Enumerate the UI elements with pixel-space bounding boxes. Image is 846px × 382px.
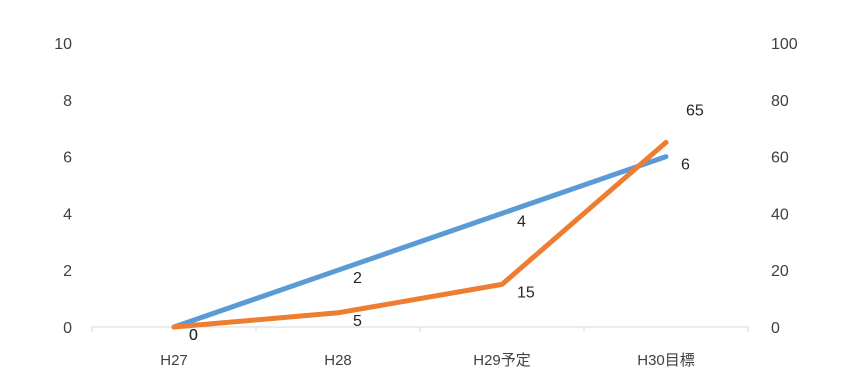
x-tick-label: H29予定 xyxy=(473,352,531,369)
x-tick-label: H30目標 xyxy=(637,352,695,369)
data-label: 65 xyxy=(686,102,704,119)
y-left-tick-label: 2 xyxy=(63,263,72,280)
y-right-tick-label: 60 xyxy=(771,150,789,167)
y-left-tick-label: 10 xyxy=(54,36,72,53)
series-line-1 xyxy=(171,154,669,330)
data-label: 4 xyxy=(517,213,526,230)
data-label: 5 xyxy=(353,313,362,330)
y-right-tick-label: 0 xyxy=(771,320,780,337)
data-label: 15 xyxy=(517,284,535,301)
data-label: 0 xyxy=(189,327,198,344)
y-right-tick-label: 20 xyxy=(771,263,789,280)
x-tick-label: H27 xyxy=(160,352,188,369)
data-label: 0 xyxy=(189,327,198,344)
data-label: 2 xyxy=(353,270,362,287)
y-left-tick-label: 8 xyxy=(63,93,72,110)
y-left-tick-label: 4 xyxy=(63,206,72,223)
y-left-tick-label: 6 xyxy=(63,150,72,167)
series-lines xyxy=(171,139,669,330)
x-tick-label: H28 xyxy=(324,352,352,369)
series-line-2 xyxy=(171,139,669,330)
y-right-tick-label: 40 xyxy=(771,206,789,223)
data-label: 6 xyxy=(681,157,690,174)
y-right-tick-label: 80 xyxy=(771,93,789,110)
y-left-tick-label: 0 xyxy=(63,320,72,337)
y-right-tick-label: 100 xyxy=(771,36,798,53)
